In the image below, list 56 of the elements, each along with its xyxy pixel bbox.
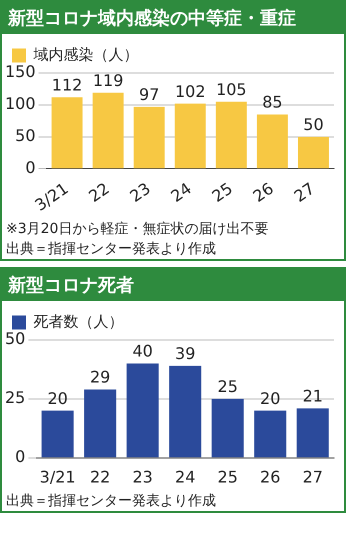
x-tick-label: 3/21 xyxy=(31,178,72,215)
text: ※3月20日から軽症・無症状の届け出不要 xyxy=(5,220,270,239)
bar xyxy=(256,114,288,168)
source-note: 出典＝指揮センター発表より作成 xyxy=(5,492,217,511)
y-tick-label: 25 xyxy=(5,388,26,408)
data-label: 40 xyxy=(132,342,153,361)
x-tick-label: 25 xyxy=(218,468,238,487)
bar xyxy=(92,92,124,168)
y-tick-label: 50 xyxy=(5,329,26,348)
chart-title: 新型コロナ死者 xyxy=(2,269,344,301)
bar xyxy=(216,102,247,168)
y-tick-label: 100 xyxy=(4,94,36,114)
legend-label: 死者数（人） xyxy=(34,312,124,330)
data-label: 21 xyxy=(302,386,323,406)
x-tick-label: 22 xyxy=(90,468,110,487)
data-label: 29 xyxy=(90,368,110,387)
data-label: 25 xyxy=(218,377,238,396)
x-tick-label: 27 xyxy=(290,178,318,206)
bar xyxy=(254,410,286,458)
legend-label: 域内感染（人） xyxy=(32,45,138,64)
data-label: 85 xyxy=(262,92,283,112)
x-tick-label: 23 xyxy=(132,468,153,487)
data-label: 112 xyxy=(52,75,82,94)
bar xyxy=(298,136,329,168)
x-tick-label: 26 xyxy=(260,468,280,487)
bar xyxy=(52,97,83,168)
data-label: 97 xyxy=(139,84,160,104)
x-tick-label: 23 xyxy=(126,178,154,206)
bar xyxy=(84,389,116,458)
x-tick-label: 26 xyxy=(249,178,278,206)
bar xyxy=(134,106,165,168)
y-tick-label: 0 xyxy=(25,158,36,177)
chart-title: 新型コロナ域内感染の中等症・重症 xyxy=(2,2,344,34)
bar xyxy=(212,398,244,458)
x-tick-label: 24 xyxy=(167,178,195,206)
bar xyxy=(42,410,74,458)
x-tick-label: 22 xyxy=(85,178,113,206)
data-label: 20 xyxy=(47,388,68,408)
data-label: 119 xyxy=(92,70,124,90)
x-tick-label: 3/21 xyxy=(40,468,76,487)
bar xyxy=(174,104,206,168)
data-label: 105 xyxy=(216,80,247,99)
x-tick-label: 24 xyxy=(175,468,196,487)
bar xyxy=(169,366,202,458)
data-label: 50 xyxy=(303,114,324,134)
y-tick-label: 50 xyxy=(15,126,36,145)
bar xyxy=(126,364,159,458)
bar xyxy=(296,408,329,458)
source-note: 出典＝指揮センター発表より作成 xyxy=(5,240,217,259)
y-tick-label: 150 xyxy=(4,62,36,82)
data-label: 20 xyxy=(260,388,280,408)
y-tick-label: 0 xyxy=(15,446,26,466)
data-label: 39 xyxy=(175,344,196,364)
data-label: 102 xyxy=(174,82,206,101)
x-tick-label: 25 xyxy=(208,178,236,206)
x-tick-label: 27 xyxy=(302,468,323,487)
